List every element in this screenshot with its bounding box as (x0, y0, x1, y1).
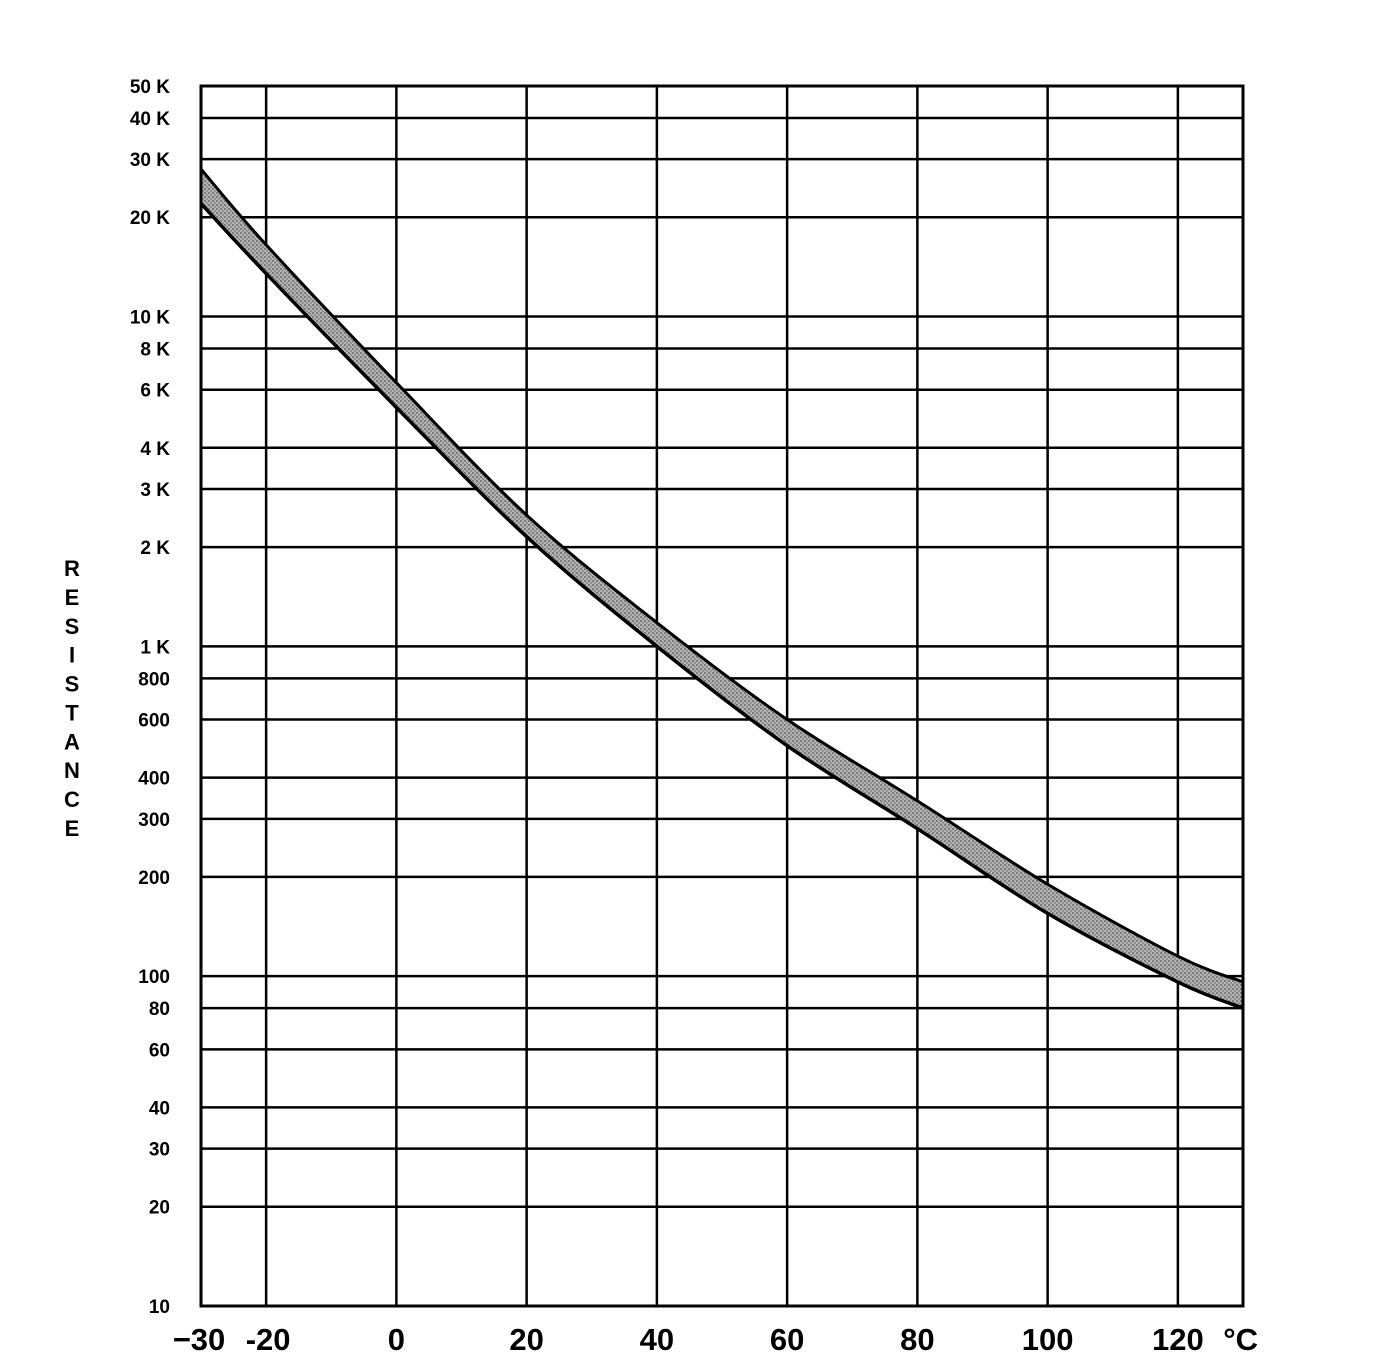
y-tick-label: 40 (149, 1098, 170, 1119)
y-tick-label: 1 K (140, 637, 170, 658)
y-label-letter: E (65, 816, 80, 841)
y-tick-label: 10 K (130, 308, 170, 329)
y-tick-label: 8 K (140, 339, 170, 360)
y-tick-label: 400 (138, 769, 170, 790)
y-label-letter: N (64, 758, 80, 783)
y-tick-label: 200 (138, 868, 170, 889)
upper-curve (199, 168, 1244, 984)
y-label-letter: E (65, 585, 80, 610)
y-tick-label: 50 K (130, 77, 170, 98)
y-tick-label: 100 (138, 967, 170, 988)
y-label-letter: S (65, 672, 80, 697)
y-label-letter: S (65, 614, 80, 639)
y-tick-label: 80 (149, 999, 170, 1020)
y-tick-label: 40 K (130, 109, 170, 130)
y-tick-label: 30 (149, 1140, 170, 1161)
x-unit-label: °C (1223, 1322, 1258, 1354)
y-tick-labels: 50 K 40 K 30 K 20 K 10 K 8 K 6 K 4 K 3 K 2 K 1 K 80… (130, 77, 170, 1318)
x-tick-label: 60 (770, 1322, 804, 1354)
resistance-band (199, 168, 1244, 1010)
y-tick-label: 10 (149, 1297, 170, 1318)
y-tick-label: 60 (149, 1040, 170, 1061)
y-tick-label: 300 (138, 810, 170, 831)
lower-curve (199, 202, 1244, 1010)
x-tick-label: −30 (173, 1322, 226, 1354)
y-tick-label: 6 K (140, 381, 170, 402)
y-tick-label: 20 K (130, 208, 170, 229)
x-tick-label: 120 (1152, 1322, 1204, 1354)
y-tick-label: 2 K (140, 538, 170, 559)
x-tick-label: 80 (900, 1322, 934, 1354)
x-tick-label: 40 (640, 1322, 674, 1354)
y-label-letter: C (64, 787, 80, 812)
y-label-letter: R (64, 556, 80, 581)
x-tick-label: 0 (388, 1322, 405, 1354)
plot-frame (199, 84, 1245, 1308)
y-label-letter: A (64, 729, 80, 754)
y-label-letter: I (69, 643, 75, 668)
band-fill (201, 169, 1243, 1009)
y-tick-label: 4 K (140, 439, 170, 460)
x-tick-labels: −30 -20 0 20 40 60 80 100 120 (173, 1322, 1204, 1354)
y-tick-label: 3 K (140, 480, 170, 501)
y-tick-label: 600 (138, 711, 170, 732)
x-tick-label: 100 (1022, 1322, 1074, 1354)
x-tick-label: -20 (246, 1322, 291, 1354)
y-tick-label: 800 (138, 669, 170, 690)
x-tick-label: 20 (509, 1322, 543, 1354)
y-tick-label: 20 (149, 1198, 170, 1219)
y-tick-label: 30 K (130, 150, 170, 171)
y-label-letter: T (65, 700, 79, 725)
